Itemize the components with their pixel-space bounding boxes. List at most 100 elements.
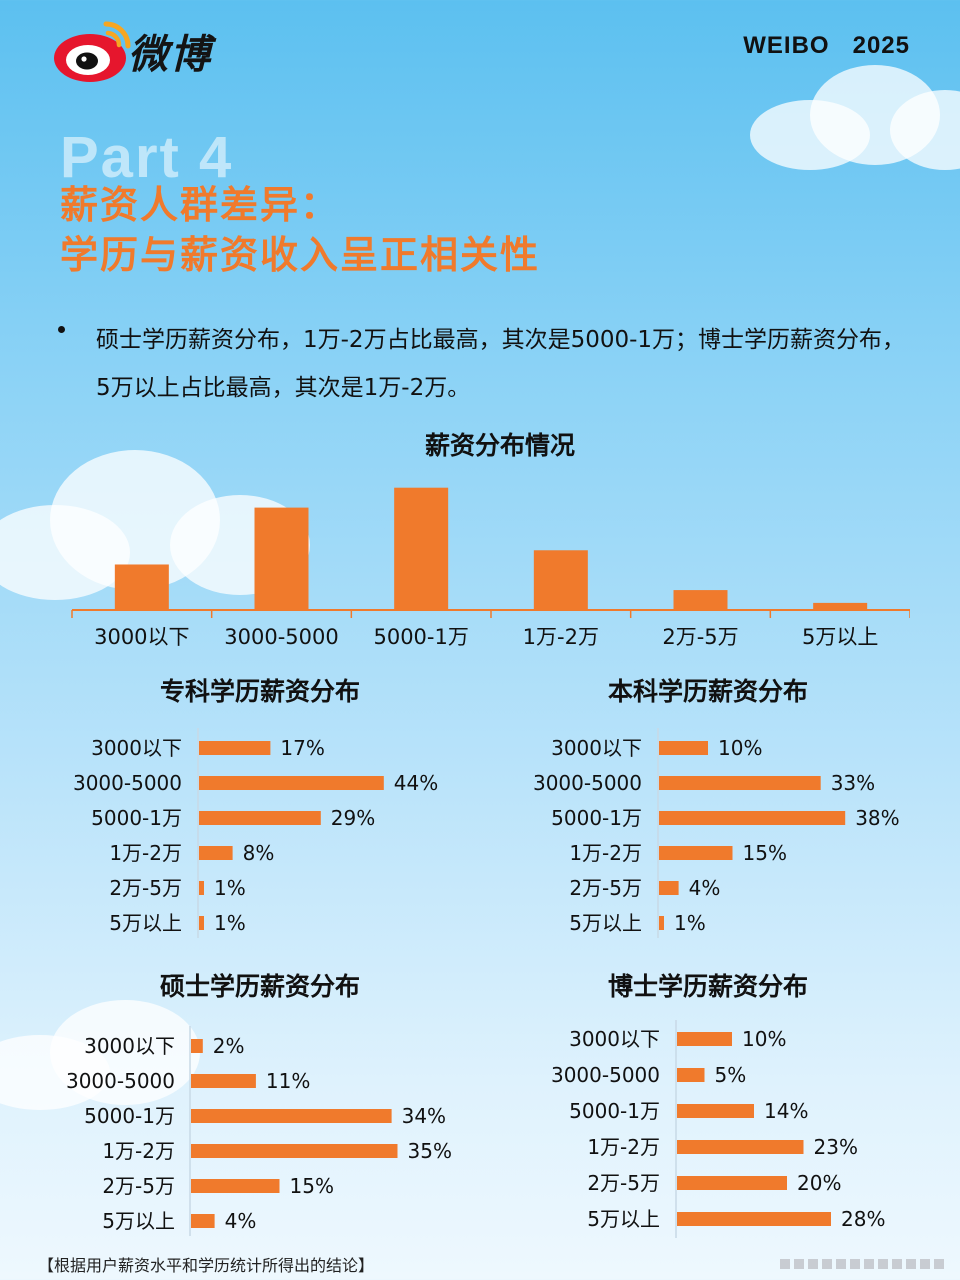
chart-bar <box>677 1140 804 1154</box>
chart-category-label: 5万以上 <box>569 911 642 935</box>
chart-value-label: 2% <box>213 1034 245 1058</box>
junior-college-salary-chart: 3000以下 17% 3000-5000 44% 5000-1万 29% 1万-2万 8% 2万… <box>73 728 438 938</box>
chart-category-label: 5000-1万 <box>569 1099 660 1123</box>
chart-value-label: 15% <box>290 1174 334 1198</box>
chart-bar <box>191 1144 398 1158</box>
chart-bar <box>677 1032 732 1046</box>
chart-value-label: 8% <box>243 841 275 865</box>
chart-bar <box>659 741 708 755</box>
weibo-logo-text: 微博 <box>128 32 212 78</box>
chart-category-label: 3000以下 <box>551 736 642 760</box>
chart-bar <box>191 1039 203 1053</box>
chart-category-label: 5万以上 <box>102 1209 175 1233</box>
chart-value-label: 10% <box>742 1027 786 1051</box>
chart-category-label: 5000-1万 <box>551 806 642 830</box>
chart-value-label: 35% <box>408 1139 452 1163</box>
chart-bar <box>199 811 321 825</box>
phd-salary-chart: 3000以下 10% 3000-5000 5% 5000-1万 14% 1万-2万 23% 2万… <box>551 1020 885 1238</box>
chart-category-label: 3000以下 <box>569 1027 660 1051</box>
main-chart-category-label: 3000-5000 <box>224 625 338 649</box>
chart-category-label: 3000-5000 <box>73 771 182 795</box>
summary-text: 硕士学历薪资分布，1万-2万占比最高，其次是5000-1万；博士学历薪资分布，5… <box>96 327 906 401</box>
chart-category-label: 1万-2万 <box>109 841 182 865</box>
main-chart-bar <box>673 590 728 610</box>
chart-bar <box>191 1179 280 1193</box>
bachelor-chart-title: 本科学历薪资分布 <box>607 677 808 706</box>
chart-category-label: 5万以上 <box>587 1207 660 1231</box>
chart-category-label: 1万-2万 <box>102 1139 175 1163</box>
chart-bar <box>659 811 846 825</box>
chart-value-label: 28% <box>841 1207 885 1231</box>
bachelor-salary-chart: 3000以下 10% 3000-5000 33% 5000-1万 38% 1万-2万 15% 2… <box>533 728 900 938</box>
main-chart-bar <box>813 602 868 610</box>
chart-bar <box>659 846 733 860</box>
part-label: Part 4 <box>60 125 234 190</box>
chart-value-label: 29% <box>331 806 375 830</box>
main-chart-category-label: 3000以下 <box>94 625 189 649</box>
main-chart-title: 薪资分布情况 <box>424 431 575 460</box>
chart-value-label: 1% <box>214 876 246 900</box>
main-chart-category-label: 2万-5万 <box>662 625 738 649</box>
chart-value-label: 33% <box>831 771 875 795</box>
weibo-logo-icon <box>54 21 131 82</box>
chart-value-label: 23% <box>814 1135 858 1159</box>
chart-category-label: 3000-5000 <box>533 771 642 795</box>
page-title-line-2: 学历与薪资收入呈正相关性 <box>60 233 541 277</box>
chart-category-label: 5万以上 <box>109 911 182 935</box>
chart-bar <box>659 881 679 895</box>
chart-bar <box>199 776 384 790</box>
chart-category-label: 1万-2万 <box>587 1135 660 1159</box>
chart-category-label: 2万-5万 <box>587 1171 660 1195</box>
page-title-line-1: 薪资人群差异： <box>60 183 341 227</box>
chart-category-label: 3000-5000 <box>66 1069 175 1093</box>
chart-bar <box>659 776 821 790</box>
chart-bar <box>191 1074 256 1088</box>
main-chart-category-label: 5000-1万 <box>373 625 468 649</box>
bullet-dot <box>58 326 65 333</box>
phd-chart-title: 博士学历薪资分布 <box>607 972 808 1001</box>
chart-value-label: 38% <box>855 806 899 830</box>
watermark-blocks-icon <box>780 1259 944 1269</box>
main-chart-bar <box>114 564 169 610</box>
chart-value-label: 44% <box>394 771 438 795</box>
chart-category-label: 2万-5万 <box>569 876 642 900</box>
main-chart-category-label: 1万-2万 <box>523 625 599 649</box>
chart-category-label: 1万-2万 <box>569 841 642 865</box>
main-chart-bar <box>394 487 449 610</box>
main-chart-bar <box>533 550 588 610</box>
chart-value-label: 20% <box>797 1171 841 1195</box>
chart-bar <box>199 916 204 930</box>
chart-value-label: 1% <box>214 911 246 935</box>
chart-bar <box>677 1212 831 1226</box>
chart-value-label: 1% <box>674 911 706 935</box>
chart-value-label: 4% <box>225 1209 257 1233</box>
chart-category-label: 2万-5万 <box>109 876 182 900</box>
chart-bar <box>199 846 233 860</box>
chart-bar <box>191 1214 215 1228</box>
chart-bar <box>659 916 664 930</box>
chart-value-label: 14% <box>764 1099 808 1123</box>
chart-bar <box>677 1176 787 1190</box>
main-salary-chart: 3000以下 3000-5000 5000-1万 1万-2万 2万-5万 5万以上 <box>71 487 910 649</box>
brand-year: WEIBO 2025 <box>743 32 910 59</box>
chart-value-label: 15% <box>743 841 787 865</box>
master-salary-chart: 3000以下 2% 3000-5000 11% 5000-1万 34% 1万-2万 35% 2万… <box>66 1026 452 1236</box>
cloud-top-right <box>740 60 960 170</box>
master-chart-title: 硕士学历薪资分布 <box>159 972 360 1001</box>
chart-category-label: 3000-5000 <box>551 1063 660 1087</box>
chart-bar <box>191 1109 392 1123</box>
main-chart-bar <box>254 507 309 610</box>
chart-value-label: 34% <box>402 1104 446 1128</box>
chart-bar <box>199 881 204 895</box>
chart-category-label: 5000-1万 <box>91 806 182 830</box>
chart-category-label: 3000以下 <box>84 1034 175 1058</box>
chart-bar <box>677 1104 754 1118</box>
main-chart-category-label: 5万以上 <box>802 625 878 649</box>
chart-value-label: 5% <box>715 1063 747 1087</box>
chart-bar <box>199 741 271 755</box>
chart-value-label: 11% <box>266 1069 310 1093</box>
chart-category-label: 3000以下 <box>91 736 182 760</box>
chart-value-label: 4% <box>689 876 721 900</box>
chart-value-label: 10% <box>718 736 762 760</box>
junior-college-chart-title: 专科学历薪资分布 <box>159 677 360 706</box>
